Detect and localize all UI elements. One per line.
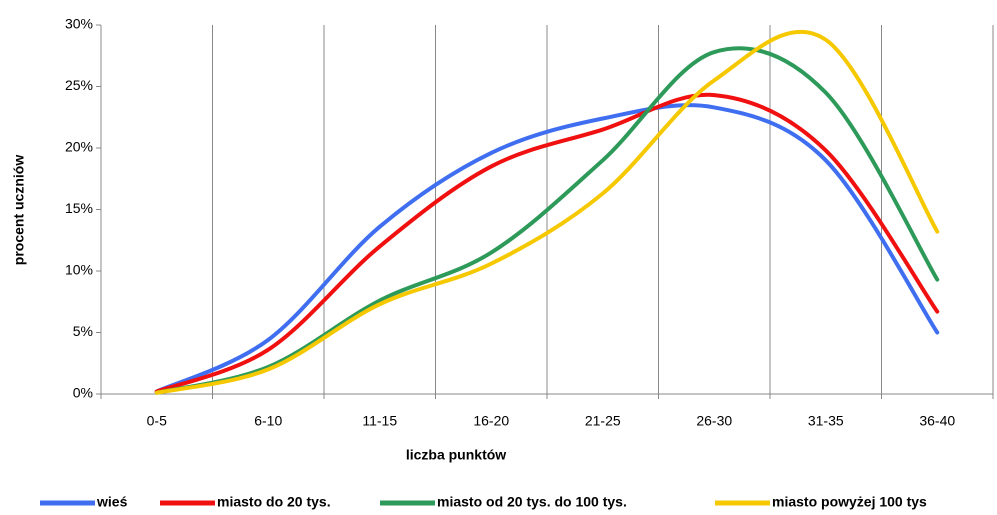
line-series (154, 92, 940, 394)
legend-label: miasto do 20 tys. (217, 494, 331, 510)
line-series (154, 103, 940, 394)
x-tick-label: 0-5 (147, 413, 167, 429)
x-tick-label: 31-35 (808, 413, 844, 429)
y-tick-label: 0% (73, 385, 93, 401)
line-series (154, 29, 940, 395)
x-tick-label: 6-10 (254, 413, 282, 429)
x-tick-label: 16-20 (473, 413, 509, 429)
y-tick-label: 10% (65, 262, 93, 278)
y-tick-label: 30% (65, 16, 93, 32)
x-tick-label: 36-40 (919, 413, 955, 429)
y-tick-label: 20% (65, 139, 93, 155)
x-axis-label: liczba punktów (406, 447, 506, 463)
x-tick-label: 21-25 (585, 413, 621, 429)
y-axis-label: procent uczniów (11, 155, 27, 266)
line-series (154, 46, 940, 395)
y-tick-label: 5% (73, 323, 93, 339)
legend-label: wieś (96, 494, 128, 510)
y-tick-label: 25% (65, 77, 93, 93)
legend-label: miasto powyżej 100 tys (772, 494, 927, 510)
x-tick-label: 11-15 (362, 413, 397, 429)
y-tick-label: 15% (65, 200, 93, 216)
x-tick-label: 26-30 (696, 413, 732, 429)
legend-label: miasto od 20 tys. do 100 tys. (437, 494, 627, 510)
